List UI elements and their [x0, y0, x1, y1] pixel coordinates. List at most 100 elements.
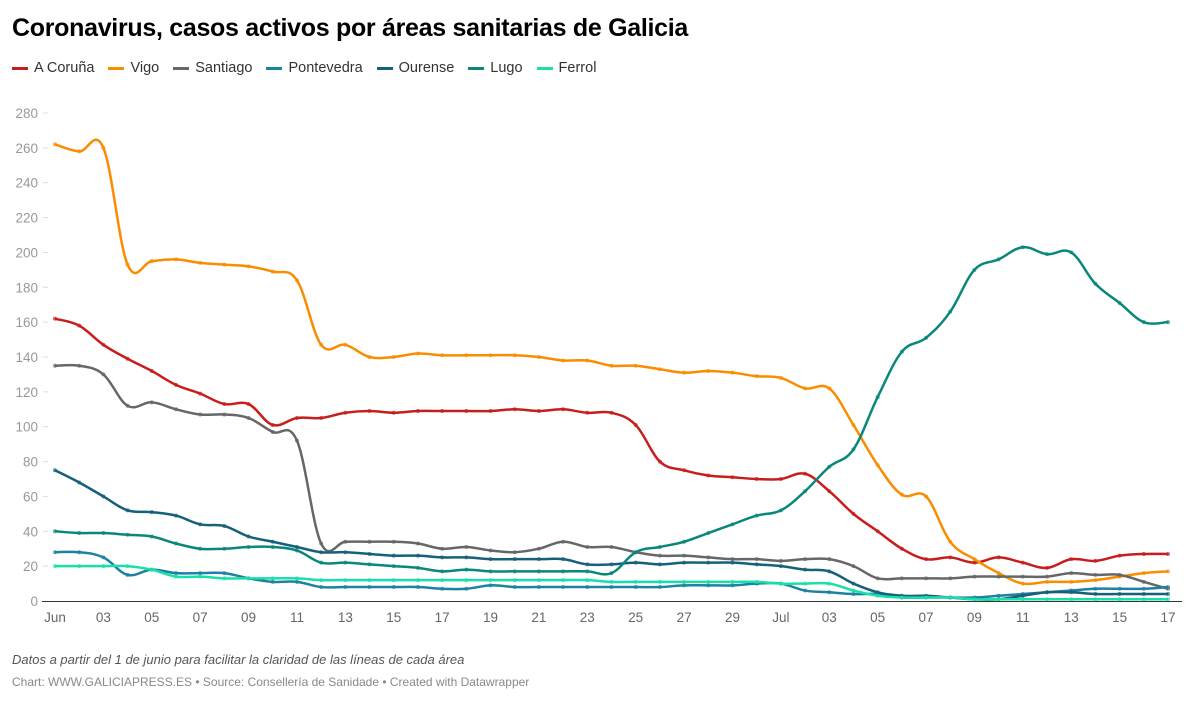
x-tick-label: 11 — [290, 610, 304, 625]
data-point-vigo — [512, 353, 517, 358]
data-point-pontevedra — [1166, 585, 1170, 590]
data-point-a-coru-a — [996, 555, 1001, 560]
data-point-vigo — [391, 355, 396, 359]
data-point-lugo — [609, 571, 614, 576]
data-point-ferrol — [246, 576, 251, 581]
legend-label: Pontevedra — [288, 60, 363, 76]
data-point-ourense — [270, 539, 275, 544]
x-tick-label: 09 — [967, 610, 982, 625]
data-point-ourense — [125, 508, 130, 513]
data-point-santiago — [173, 407, 178, 412]
data-point-ferrol — [682, 579, 687, 584]
data-point-a-coru-a — [415, 409, 420, 414]
data-point-lugo — [440, 569, 445, 574]
data-point-a-coru-a — [488, 409, 493, 414]
data-point-ourense — [464, 555, 469, 560]
y-tick-label: 220 — [15, 211, 38, 226]
data-point-santiago — [222, 412, 227, 417]
data-point-a-coru-a — [101, 342, 106, 347]
data-point-pontevedra — [343, 585, 348, 590]
data-point-ferrol — [1093, 597, 1098, 602]
legend: A Coruña Vigo Santiago Pontevedra Ourense Lug… — [12, 60, 596, 76]
x-tick-label: 13 — [338, 610, 353, 625]
data-point-vigo — [682, 370, 687, 375]
data-point-vigo — [343, 342, 348, 347]
data-point-vigo — [415, 351, 420, 356]
y-tick-label: 180 — [15, 280, 38, 295]
x-tick-label: 11 — [1016, 610, 1030, 625]
data-point-vigo — [536, 355, 541, 359]
data-point-pontevedra — [730, 583, 735, 588]
data-point-ourense — [803, 567, 808, 572]
data-point-ourense — [1020, 593, 1025, 598]
x-tick-label: 19 — [483, 610, 498, 625]
y-tick-label: 100 — [15, 420, 38, 435]
x-tick-label: 21 — [531, 610, 546, 625]
data-point-santiago — [1093, 572, 1098, 577]
data-point-a-coru-a — [391, 410, 396, 415]
data-point-lugo — [1045, 252, 1050, 257]
x-tick-label: 03 — [822, 610, 837, 625]
data-point-vigo — [754, 374, 759, 379]
legend-swatch — [468, 66, 485, 70]
data-point-vigo — [198, 260, 203, 265]
data-point-ferrol — [657, 579, 662, 584]
data-point-ourense — [512, 557, 517, 562]
data-point-ferrol — [101, 564, 106, 569]
data-point-lugo — [585, 569, 590, 574]
x-tick-label: 25 — [628, 610, 643, 625]
chart-note: Datos a partir del 1 de junio para facil… — [12, 652, 465, 667]
data-point-lugo — [1166, 320, 1170, 325]
data-point-vigo — [972, 557, 977, 562]
data-point-vigo — [222, 262, 227, 267]
data-point-lugo — [343, 560, 348, 565]
data-point-ferrol — [391, 578, 396, 583]
data-point-pontevedra — [585, 585, 590, 590]
data-point-ourense — [1117, 592, 1122, 597]
data-point-ourense — [246, 534, 251, 539]
data-point-ourense — [343, 550, 348, 555]
data-point-pontevedra — [1141, 586, 1146, 591]
chart-credits: Chart: WWW.GALICIAPRESS.ES • Source: Con… — [12, 675, 530, 689]
data-point-a-coru-a — [53, 316, 57, 321]
data-point-a-coru-a — [1069, 557, 1074, 562]
data-point-pontevedra — [609, 585, 614, 590]
data-point-lugo — [1069, 250, 1074, 255]
data-point-ourense — [754, 562, 759, 567]
data-point-ourense — [1045, 590, 1050, 595]
data-point-ferrol — [875, 593, 880, 598]
data-point-vigo — [996, 571, 1001, 576]
data-point-santiago — [512, 550, 517, 555]
data-point-lugo — [173, 541, 178, 546]
data-point-vigo — [101, 145, 106, 150]
data-point-lugo — [706, 531, 711, 536]
x-tick-label: 09 — [241, 610, 256, 625]
data-point-lugo — [682, 539, 687, 544]
data-point-pontevedra — [851, 592, 856, 597]
data-point-ourense — [1093, 592, 1098, 597]
data-point-vigo — [1166, 569, 1170, 574]
data-point-lugo — [948, 309, 953, 314]
data-point-a-coru-a — [924, 557, 929, 562]
data-point-ourense — [367, 551, 372, 556]
data-point-vigo — [1093, 578, 1098, 583]
legend-swatch — [173, 66, 190, 70]
data-point-ferrol — [1141, 597, 1146, 602]
data-point-pontevedra — [367, 585, 372, 590]
data-point-pontevedra — [319, 585, 324, 590]
y-tick-label: 120 — [15, 385, 38, 400]
data-point-santiago — [536, 546, 541, 551]
data-point-a-coru-a — [149, 368, 154, 373]
data-point-a-coru-a — [464, 409, 469, 414]
data-point-lugo — [270, 544, 275, 549]
data-point-santiago — [343, 539, 348, 544]
data-point-santiago — [294, 438, 299, 443]
data-point-lugo — [730, 522, 735, 527]
x-tick-label: 05 — [144, 610, 159, 625]
data-point-a-coru-a — [730, 475, 735, 480]
data-point-ourense — [101, 494, 106, 499]
x-tick-label: Jun — [44, 610, 66, 625]
legend-item: Ferrol — [536, 60, 596, 76]
x-tick-label: 05 — [870, 610, 885, 625]
data-point-lugo — [512, 569, 517, 574]
